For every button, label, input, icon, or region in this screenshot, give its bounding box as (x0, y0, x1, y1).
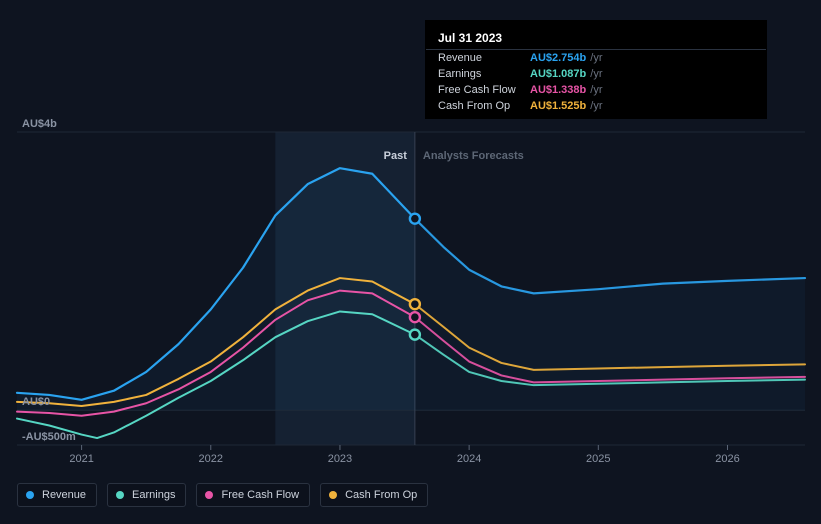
tooltip-row-unit: /yr (590, 68, 602, 80)
legend-item-free-cash-flow[interactable]: Free Cash Flow (196, 483, 310, 507)
x-axis-label: 2022 (199, 453, 223, 465)
tooltip-row-label: Revenue (438, 52, 530, 64)
legend-dot-icon (116, 491, 124, 499)
legend-item-cash-from-op[interactable]: Cash From Op (320, 483, 428, 507)
tooltip-row-label: Cash From Op (438, 100, 530, 112)
legend-item-earnings[interactable]: Earnings (107, 483, 186, 507)
tooltip-row-value: AU$1.338b (530, 84, 586, 96)
legend-item-revenue[interactable]: Revenue (17, 483, 97, 507)
x-axis-label: 2025 (586, 453, 610, 465)
legend-item-label: Earnings (132, 489, 175, 501)
section-label-future: Analysts Forecasts (423, 150, 524, 162)
chart-tooltip: Jul 31 2023 RevenueAU$2.754b/yrEarningsA… (425, 20, 767, 119)
tooltip-row-unit: /yr (590, 52, 602, 64)
legend-dot-icon (26, 491, 34, 499)
legend-dot-icon (329, 491, 337, 499)
section-label-past: Past (384, 150, 407, 162)
legend-item-label: Revenue (42, 489, 86, 501)
x-axis-label: 2021 (69, 453, 93, 465)
tooltip-row-value: AU$1.087b (530, 68, 586, 80)
legend-item-label: Free Cash Flow (221, 489, 299, 501)
tooltip-date: Jul 31 2023 (426, 27, 766, 50)
tooltip-row: RevenueAU$2.754b/yr (426, 50, 766, 66)
chart-legend: Revenue Earnings Free Cash Flow Cash From O… (17, 483, 428, 507)
tooltip-row: Free Cash FlowAU$1.338b/yr (426, 82, 766, 98)
y-axis-label: -AU$500m (22, 431, 76, 443)
tooltip-row-value: AU$2.754b (530, 52, 586, 64)
tooltip-row: Cash From OpAU$1.525b/yr (426, 98, 766, 114)
tooltip-row-label: Earnings (438, 68, 530, 80)
y-axis-label: AU$0 (22, 396, 50, 408)
legend-dot-icon (205, 491, 213, 499)
x-axis-label: 2024 (457, 453, 481, 465)
legend-item-label: Cash From Op (345, 489, 417, 501)
tooltip-row: EarningsAU$1.087b/yr (426, 66, 766, 82)
tooltip-row-unit: /yr (590, 84, 602, 96)
tooltip-row-label: Free Cash Flow (438, 84, 530, 96)
x-axis-label: 2026 (715, 453, 739, 465)
tooltip-row-value: AU$1.525b (530, 100, 586, 112)
y-axis-label: AU$4b (22, 118, 57, 130)
x-axis-label: 2023 (328, 453, 352, 465)
financials-chart: AU$4b AU$0 -AU$500m 2021 2022 2023 2024 2025 20… (0, 0, 821, 524)
tooltip-row-unit: /yr (590, 100, 602, 112)
